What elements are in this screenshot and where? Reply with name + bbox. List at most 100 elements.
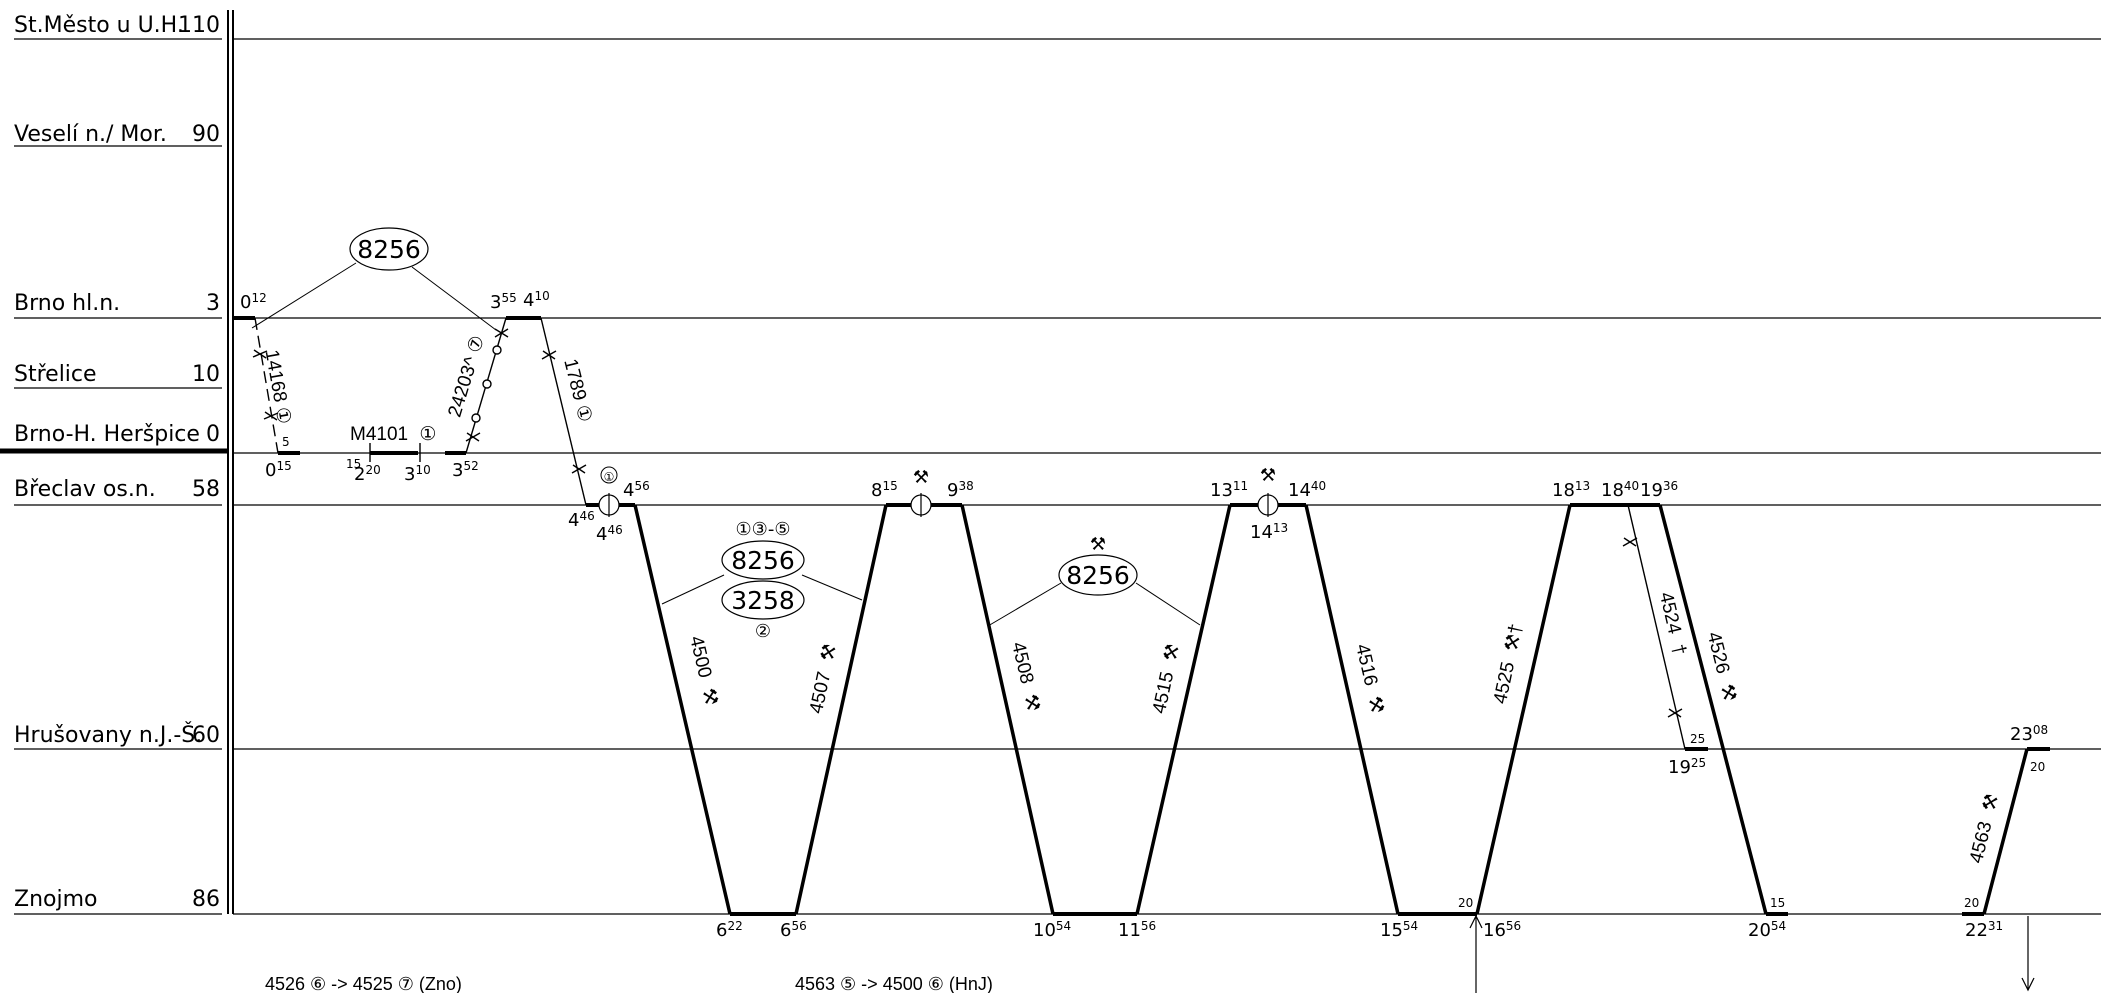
time-label: 352 bbox=[452, 459, 479, 481]
time-label: 2054 bbox=[1748, 919, 1786, 941]
time-label: 012 bbox=[240, 291, 267, 313]
arrow-down-icon bbox=[2021, 977, 2035, 992]
station-name-herspice: Brno-H. Heršpice bbox=[14, 422, 200, 447]
time-label: 220 bbox=[354, 463, 381, 485]
cross-mark bbox=[572, 464, 586, 474]
station-axis: St.Město u U.H. 110 Veselí n./ Mor. 90 B… bbox=[0, 10, 2101, 915]
station-km-veseli: 90 bbox=[192, 122, 220, 147]
circulation-oval bbox=[721, 540, 805, 580]
circulation-number: 8256 bbox=[357, 235, 421, 264]
circulation-number: 8256 bbox=[1066, 561, 1130, 590]
time-label: 446 bbox=[568, 509, 595, 531]
train-line-4524[interactable] bbox=[1627, 504, 1686, 750]
time-label: 20 bbox=[1964, 896, 1979, 910]
time-label: 310 bbox=[404, 463, 431, 485]
train-label-24203: 24203^ ⑦ bbox=[444, 333, 489, 420]
time-label: 15 bbox=[1770, 896, 1785, 910]
circulation-number: 8256 bbox=[731, 546, 795, 575]
arrow-up-icon bbox=[1469, 914, 1483, 929]
train-label-14168: 14168 ① bbox=[261, 348, 295, 426]
train-label-4500: 4500 ⚒ bbox=[685, 634, 721, 708]
station-name-hrusovany: Hrušovany n.J.-Š. bbox=[14, 722, 202, 748]
cross-mark bbox=[1668, 708, 1682, 718]
circulation-link bbox=[661, 574, 725, 605]
workday-marker: ⚒ bbox=[1260, 465, 1276, 486]
time-label: 1656 bbox=[1483, 919, 1521, 941]
cross-mark bbox=[542, 350, 556, 360]
day-marker: ① bbox=[604, 470, 615, 484]
time-label: 656 bbox=[780, 919, 807, 941]
train-line-4516[interactable] bbox=[1304, 504, 1400, 915]
circulation-number: 3258 bbox=[731, 586, 795, 615]
time-label: 1936 bbox=[1640, 479, 1678, 501]
train-label-4508: 4508 ⚒ bbox=[1007, 640, 1043, 714]
cross-mark bbox=[494, 328, 509, 338]
time-label: 15 bbox=[346, 457, 361, 471]
circulation-days-top: ①③-⑤ bbox=[736, 519, 791, 540]
header-fragment: 6. bbox=[1160, 0, 1177, 3]
train-line-4507[interactable] bbox=[794, 504, 888, 915]
time-label: 815 bbox=[871, 479, 898, 501]
time-label: 938 bbox=[947, 479, 974, 501]
day-marker-circle bbox=[600, 466, 618, 484]
footnote: 4526 ⑥ -> 4525 ⑦ (Zno) bbox=[265, 974, 462, 993]
station-km-znojmo: 86 bbox=[192, 887, 220, 912]
train-label-4525: 4525 ⚒† bbox=[1490, 622, 1527, 706]
stop-circle bbox=[471, 413, 481, 423]
circulation-link bbox=[1135, 582, 1201, 626]
train-line-4508[interactable] bbox=[960, 504, 1055, 915]
station-name-strelice: Střelice bbox=[14, 362, 97, 387]
circulation-days: ⚒ bbox=[1090, 534, 1106, 555]
circulation-oval bbox=[349, 227, 429, 271]
time-label: 1413 bbox=[1250, 521, 1288, 543]
train-line-4563[interactable] bbox=[1982, 748, 2029, 915]
station-name-stmesto: St.Město u U.H. bbox=[14, 13, 184, 38]
circulation-link bbox=[987, 582, 1062, 627]
workday-marker: ⚒ bbox=[913, 467, 929, 488]
train-line-4500[interactable] bbox=[633, 504, 732, 915]
cross-mark bbox=[264, 411, 278, 421]
stop-circle bbox=[492, 345, 502, 355]
cross-mark bbox=[1623, 537, 1637, 547]
circulation-link bbox=[251, 262, 357, 329]
time-label: 20 bbox=[2030, 760, 2045, 774]
time-label: 20 bbox=[1458, 896, 1473, 910]
time-label: 456 bbox=[623, 479, 650, 501]
station-name-veseli: Veselí n./ Mor. bbox=[14, 122, 167, 147]
time-label: 622 bbox=[716, 919, 743, 941]
time-label: 5 bbox=[282, 435, 290, 449]
time-label: 1925 bbox=[1668, 756, 1706, 778]
time-label: 1554 bbox=[1380, 919, 1418, 941]
time-label: 015 bbox=[265, 459, 292, 481]
circulation-link bbox=[801, 574, 863, 601]
cross-mark bbox=[466, 432, 480, 442]
time-label: 1311 bbox=[1210, 479, 1248, 501]
station-name-breclav: Břeclav os.n. bbox=[14, 477, 156, 502]
time-labels: 012 015 5 15 220 310 352 355 410 446 446… bbox=[240, 289, 2048, 941]
train-line-4515[interactable] bbox=[1135, 504, 1232, 915]
time-label: 1054 bbox=[1033, 919, 1071, 941]
station-km-brnohl: 3 bbox=[206, 291, 220, 316]
cross-mark bbox=[253, 349, 267, 359]
time-label: 410 bbox=[523, 289, 550, 311]
time-label: 2308 bbox=[2010, 723, 2048, 745]
station-name-znojmo: Znojmo bbox=[14, 887, 97, 912]
time-label: 1440 bbox=[1288, 479, 1326, 501]
circulation-link bbox=[411, 266, 497, 331]
time-label: 25 bbox=[1690, 732, 1705, 746]
circulation-days-bottom: ② bbox=[755, 621, 771, 642]
time-label: 446 bbox=[596, 523, 623, 545]
circulation-oval bbox=[1058, 554, 1138, 596]
station-name-brnohl: Brno hl.n. bbox=[14, 291, 120, 316]
train-line-4526[interactable] bbox=[1658, 504, 1768, 915]
time-label: 355 bbox=[490, 291, 517, 313]
time-label: 1813 bbox=[1552, 479, 1590, 501]
time-label: 2231 bbox=[1965, 919, 2003, 941]
train-line-14168[interactable] bbox=[254, 317, 279, 454]
stop-circle bbox=[482, 379, 492, 389]
station-km-herspice: 0 bbox=[206, 422, 220, 447]
station-km-strelice: 10 bbox=[192, 362, 220, 387]
train-line-4525[interactable] bbox=[1475, 504, 1572, 915]
train-line-1789[interactable] bbox=[540, 317, 587, 506]
